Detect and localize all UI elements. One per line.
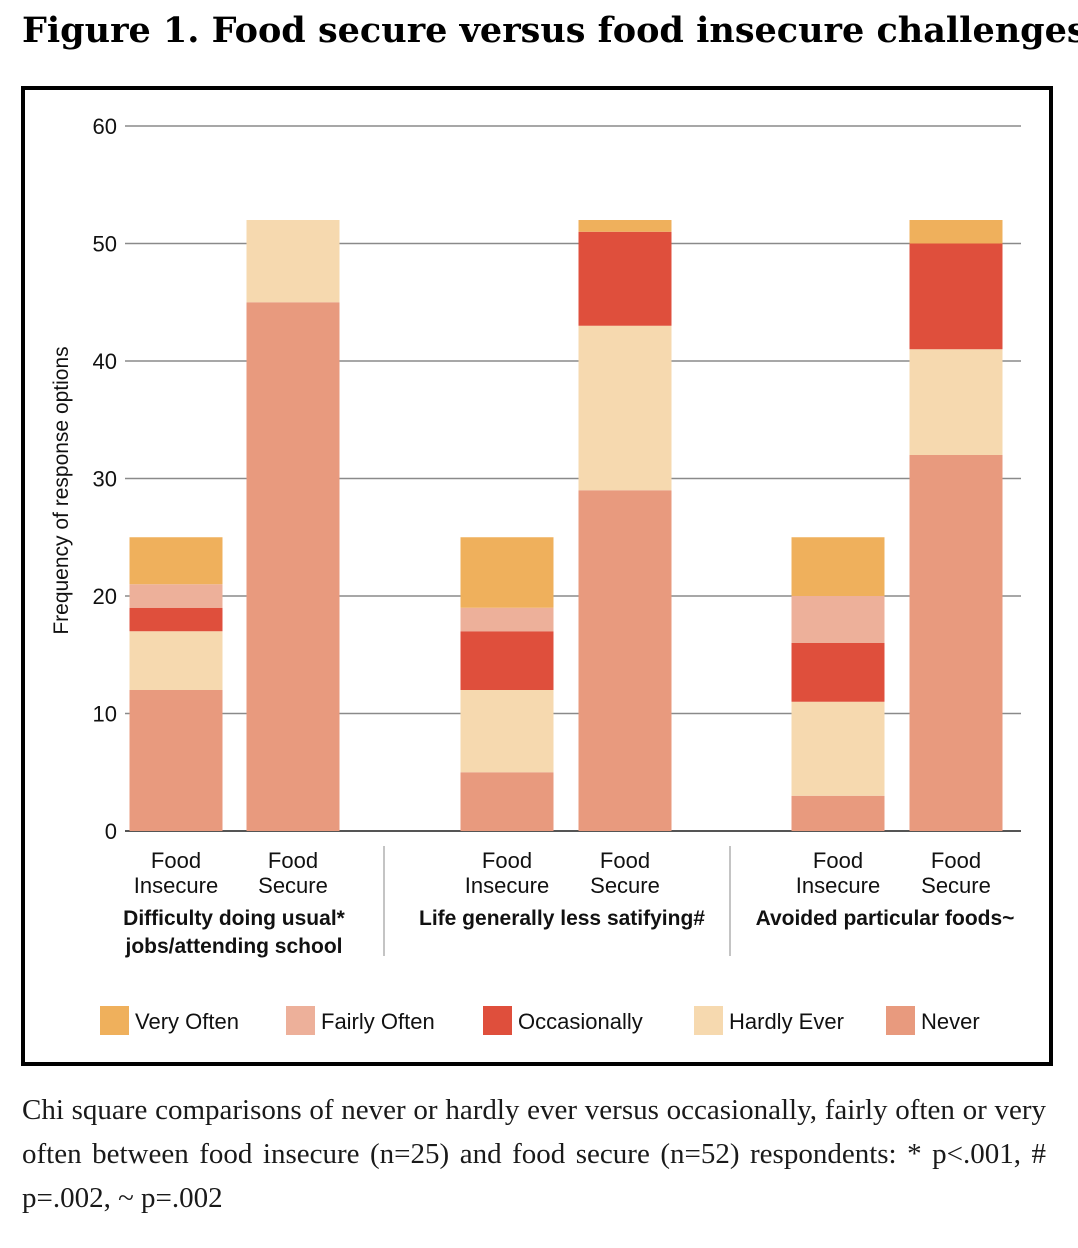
y-tick-label: 30 (93, 467, 117, 492)
stacked-bar-chart: 0 10 20 30 40 50 60 Frequency of response optio… (50, 114, 1021, 1035)
chart-frame: 0 10 20 30 40 50 60 Frequency of response optio… (21, 86, 1053, 1066)
legend-swatch (694, 1006, 723, 1035)
legend-swatch (886, 1006, 915, 1035)
y-axis-label: Frequency of response options (50, 346, 73, 634)
group-label: Avoided particular foods~ (756, 907, 1015, 930)
legend-label: Never (921, 1009, 980, 1034)
legend-label: Fairly Often (321, 1009, 435, 1034)
legend-label: Occasionally (518, 1009, 643, 1034)
bar-segment-never (578, 490, 672, 831)
bar-category-label: Secure (258, 873, 328, 898)
y-tick-label: 0 (105, 819, 117, 844)
legend-swatch (286, 1006, 315, 1035)
legend-swatch (100, 1006, 129, 1035)
bar-segment-hardly-ever (909, 349, 1003, 455)
bar-segment-hardly-ever (129, 631, 223, 690)
bar-category-label: Secure (921, 873, 991, 898)
bar-category-label: Food (151, 848, 201, 873)
bar-category-label: Food (813, 848, 863, 873)
y-tick-label: 20 (93, 584, 117, 609)
bar-segment-occasionally (129, 607, 223, 632)
bar-segment-hardly-ever (791, 701, 885, 796)
bar-segment-never (246, 302, 340, 831)
y-tick-label: 10 (93, 702, 117, 727)
bar-category-label: Food (268, 848, 318, 873)
bar-category-label: Food (600, 848, 650, 873)
bar-segment-never (129, 690, 223, 831)
bar-category-label: Insecure (134, 873, 218, 898)
bar-segment-very-often (460, 537, 554, 608)
bar-segment-very-often (909, 220, 1003, 244)
bar-segment-hardly-ever (246, 220, 340, 303)
bar-category-label: Food (482, 848, 532, 873)
y-tick-label: 40 (93, 349, 117, 374)
bar-category-label: Insecure (465, 873, 549, 898)
bar-segment-fairly-often (129, 584, 223, 608)
bar-segment-fairly-often (460, 607, 554, 632)
bar-category-label: Food (931, 848, 981, 873)
bar-segment-never (791, 795, 885, 831)
legend-swatch (483, 1006, 512, 1035)
bar-segment-never (460, 772, 554, 831)
figure-caption: Chi square comparisons of never or hardl… (22, 1094, 1046, 1214)
bar-segment-very-often (129, 537, 223, 585)
legend-label: Very Often (135, 1009, 239, 1034)
group-label: jobs/attending school (124, 935, 342, 958)
bar-segment-never (909, 455, 1003, 831)
bar-segment-occasionally (791, 643, 885, 702)
group-label: Life generally less satifying# (419, 907, 705, 930)
bar-segment-very-often (578, 220, 672, 232)
legend-label: Hardly Ever (729, 1009, 844, 1034)
y-tick-label: 50 (93, 232, 117, 257)
bar-category-label: Insecure (796, 873, 880, 898)
bar-segment-very-often (791, 537, 885, 596)
bar-segment-occasionally (909, 243, 1003, 350)
bar-segment-hardly-ever (460, 690, 554, 773)
bar-segment-occasionally (460, 631, 554, 690)
bar-segment-fairly-often (791, 596, 885, 643)
bar-segment-occasionally (578, 231, 672, 326)
y-tick-label: 60 (93, 114, 117, 139)
bar-segment-hardly-ever (578, 325, 672, 491)
bar-category-label: Secure (590, 873, 660, 898)
group-label: Difficulty doing usual* (123, 907, 345, 930)
figure-title: Figure 1. Food secure versus food insecu… (22, 10, 1078, 51)
